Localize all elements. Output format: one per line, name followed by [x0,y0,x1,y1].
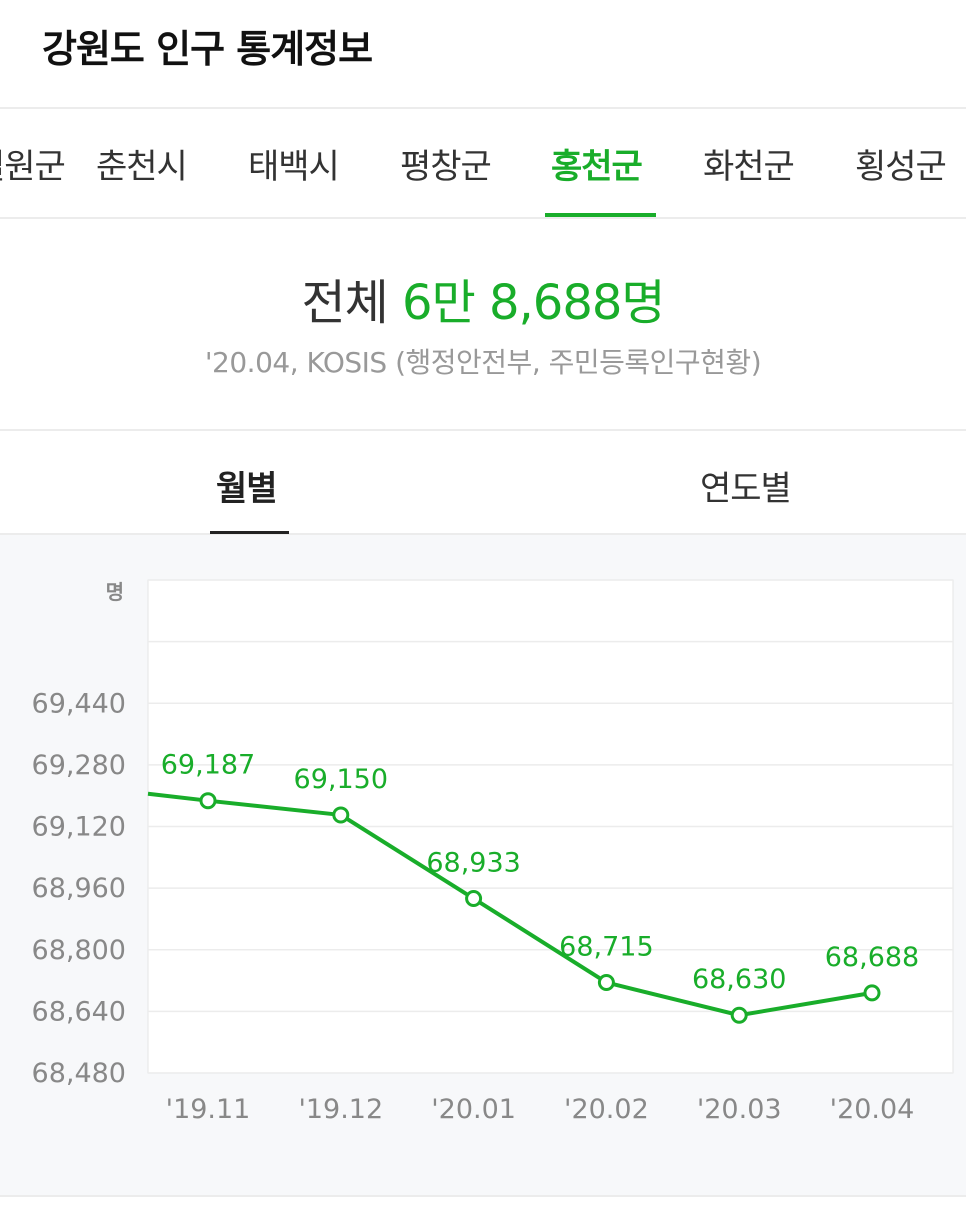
data-point [863,984,881,1002]
x-tick-label: '20.02 [564,1094,649,1125]
data-point [332,806,350,824]
divider [0,1195,966,1197]
y-tick-label: 68,480 [32,1058,126,1089]
page-title: 강원도 인구 통계정보 [42,27,373,71]
active-tab-indicator [545,213,656,217]
y-tick-label: 69,120 [32,812,126,843]
data-point [465,890,483,908]
tab-cheorwon[interactable]: 철원군 [0,147,66,187]
tab-taebaek[interactable]: 태백시 [248,147,340,187]
app-header: 강원도 인구 통계정보 [0,0,966,109]
data-label: 68,630 [692,964,786,995]
total-population: 전체 6만 8,688명 [0,263,966,333]
x-tick-label: '19.11 [166,1094,251,1125]
data-source: '20.04, KOSIS (행정안전부, 주민등록인구현황) [204,346,762,379]
x-tick-label: '20.03 [697,1094,782,1125]
tab-pyeongchang[interactable]: 평창군 [400,147,492,187]
y-tick-label: 68,960 [32,873,126,904]
population-summary: 전체 6만 8,688명 '20.04, KOSIS (행정안전부, 주민등록인… [0,219,966,431]
data-label: 68,688 [825,942,919,973]
y-tick-label: 69,280 [32,750,126,781]
tab-hongcheon[interactable]: 홍천군 [551,147,643,187]
y-tick-label: 69,440 [32,688,126,719]
tab-hoengseong[interactable]: 횡성군 [855,147,947,187]
data-point [597,973,615,991]
view-tab-bar: 월별 연도별 [0,431,966,535]
population-chart: 68,480 68,640 68,800 68,960 69,120 69,280 69,4… [0,535,966,1195]
x-tick-label: '19.12 [298,1094,383,1125]
total-label: 전체 [301,275,388,331]
data-point [730,1006,748,1024]
tab-monthly[interactable]: 월별 [216,469,278,509]
data-label: 69,150 [294,764,388,795]
line-chart: 68,480 68,640 68,800 68,960 69,120 69,280 69,4… [32,579,954,1125]
tab-yearly[interactable]: 연도별 [700,469,792,509]
total-value: 6만 8,688명 [402,275,666,331]
x-tick-label: '20.01 [431,1094,516,1125]
data-label: 69,187 [161,750,255,781]
y-unit-label: 명 [106,580,124,604]
tab-hwacheon[interactable]: 화천군 [703,147,795,187]
y-tick-label: 68,640 [32,996,126,1027]
data-point [199,792,217,810]
x-tick-label: '20.04 [830,1094,915,1125]
tab-chuncheon[interactable]: 춘천시 [96,147,188,187]
data-label: 68,715 [559,931,653,962]
y-tick-label: 68,800 [32,935,126,966]
view-tab-indicator [210,531,289,534]
region-tab-bar: 철원군 춘천시 태백시 평창군 홍천군 화천군 횡성군 [0,109,966,219]
data-label: 68,933 [426,848,520,879]
